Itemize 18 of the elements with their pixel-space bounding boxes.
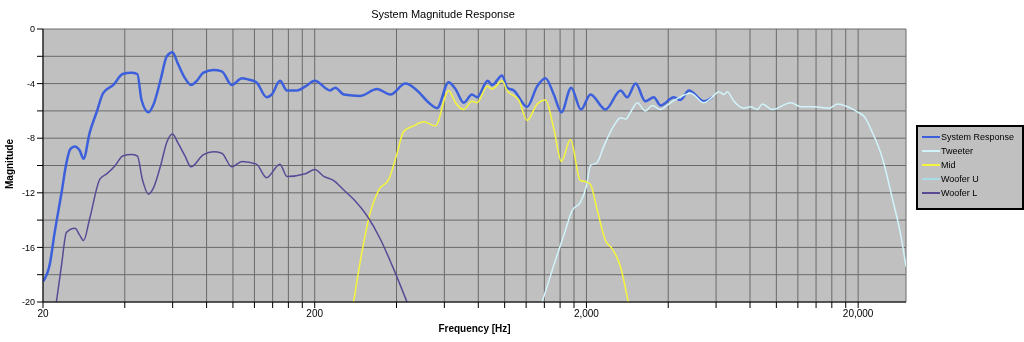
x-tick-label: 20 (37, 308, 49, 320)
legend-label: Woofer U (941, 174, 979, 184)
y-tick-label: -4 (26, 78, 35, 89)
chart-title: System Magnitude Response (370, 8, 516, 20)
y-tick-label: -16 (21, 242, 35, 253)
legend-label: Mid (941, 160, 956, 170)
x-tick-label: 20,000 (842, 308, 874, 320)
y-axis-title: Magnitude (4, 138, 16, 191)
legend-label: Tweeter (941, 146, 974, 156)
y-tick-label: -8 (26, 133, 35, 144)
x-axis-title: Frequency [Hz] (438, 323, 511, 334)
legend-label: System Response (941, 132, 1015, 142)
x-tick-label: 200 (306, 308, 324, 320)
y-tick-label: -12 (21, 188, 35, 198)
legend-label: Woofer L (941, 188, 978, 198)
x-tick-label: 2,000 (573, 308, 600, 320)
y-tick-label: -20 (21, 297, 35, 308)
y-tick-label: 0 (29, 24, 35, 35)
